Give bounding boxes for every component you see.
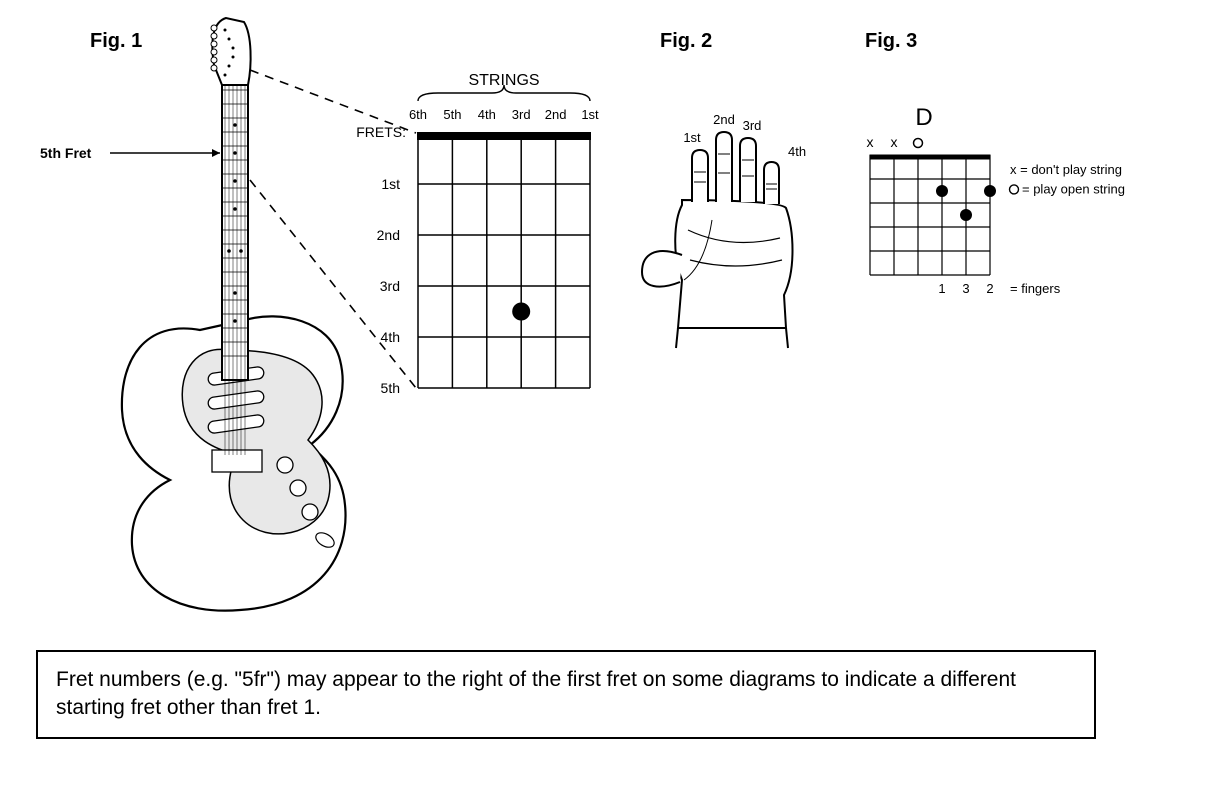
legend-fingers: = fingers (1010, 281, 1061, 296)
svg-text:1st: 1st (683, 130, 701, 145)
svg-text:1: 1 (938, 281, 945, 296)
svg-text:3rd: 3rd (380, 278, 400, 294)
fig1-fret-grid (417, 85, 591, 388)
svg-text:2nd: 2nd (377, 227, 400, 243)
svg-text:1st: 1st (381, 176, 400, 192)
guitar-illustration (110, 18, 416, 611)
svg-text:3rd: 3rd (743, 118, 762, 133)
svg-text:3: 3 (962, 281, 969, 296)
legend-x: x = don't play string (1010, 162, 1122, 177)
svg-text:1st: 1st (581, 107, 599, 122)
svg-text:4th: 4th (478, 107, 496, 122)
svg-text:5th: 5th (381, 380, 400, 396)
hand-illustration (642, 132, 793, 348)
footer-note: Fret numbers (e.g. "5fr") may appear to … (36, 650, 1096, 739)
svg-text:4th: 4th (381, 329, 400, 345)
fig1-finger-dot (512, 303, 530, 321)
svg-text:2nd: 2nd (545, 107, 567, 122)
fifth-fret-label: 5th Fret (40, 145, 92, 161)
legend-o: = play open string (1022, 181, 1125, 196)
svg-text:4th: 4th (788, 144, 806, 159)
svg-text:FRETS:: FRETS: (356, 124, 406, 140)
svg-text:x: x (891, 134, 898, 150)
svg-text:2nd: 2nd (713, 112, 735, 127)
svg-text:6th: 6th (409, 107, 427, 122)
footer-note-text: Fret numbers (e.g. "5fr") may appear to … (56, 668, 1016, 719)
svg-text:STRINGS: STRINGS (468, 72, 539, 89)
svg-text:5th: 5th (443, 107, 461, 122)
chord-name: D (915, 104, 932, 131)
fig3-chord-diagram (870, 139, 1019, 276)
diagram-canvas: 5th Fret STRINGS 6th 5th 4th 3rd 2nd 1st FRETS: 1… (0, 0, 1208, 640)
svg-text:2: 2 (986, 281, 993, 296)
svg-text:x: x (867, 134, 874, 150)
svg-text:3rd: 3rd (512, 107, 531, 122)
